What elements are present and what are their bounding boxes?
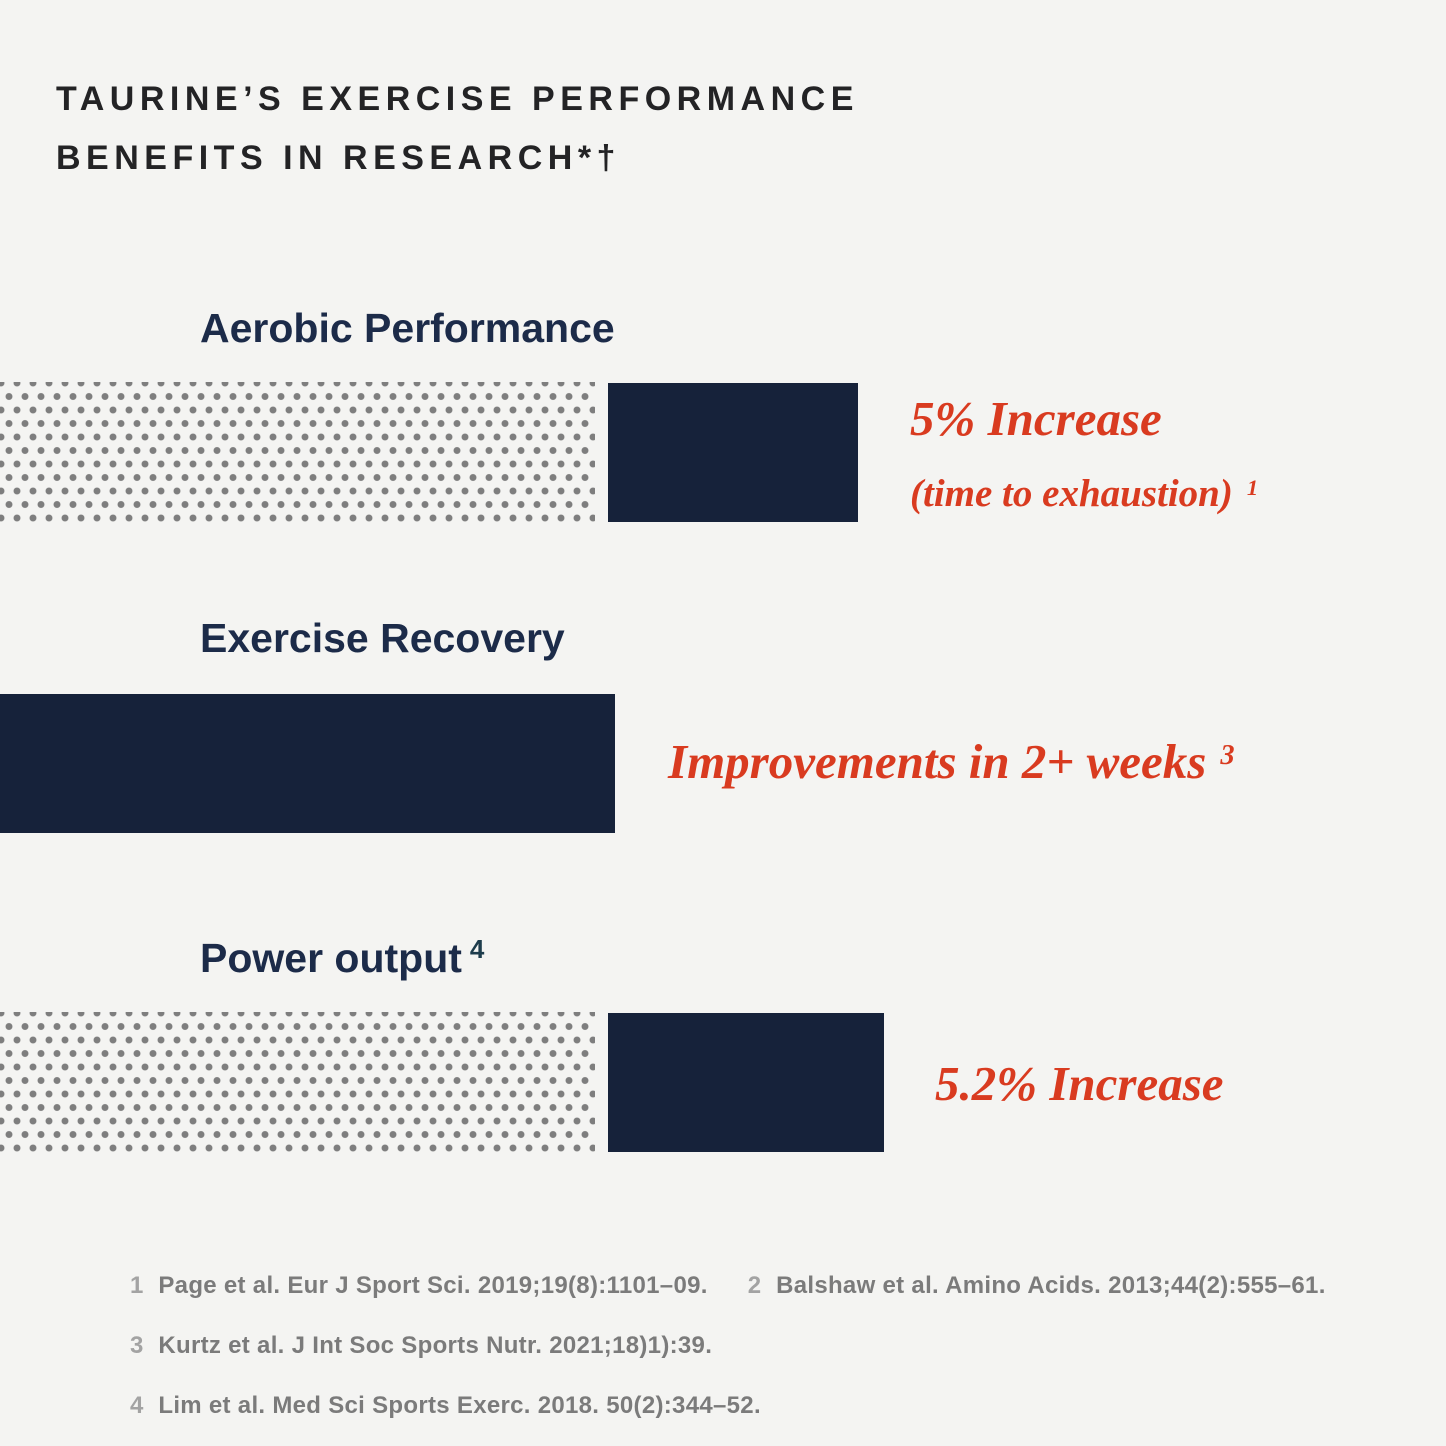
- footnotes: 1 Page et al. Eur J Sport Sci. 2019;19(8…: [130, 1274, 1326, 1446]
- section-label-exercise-recovery: Exercise Recovery: [200, 615, 565, 661]
- power-output-label-text: Power output: [200, 935, 462, 981]
- power-output-footnote-ref: 4: [469, 934, 485, 964]
- section-label-aerobic-performance: Aerobic Performance: [200, 305, 615, 351]
- page-title-line2: BENEFITS IN RESEARCH*†: [56, 139, 621, 177]
- recovery-solid-bar: [0, 694, 615, 833]
- footnote-2-text: Balshaw et al. Amino Acids. 2013;44(2):5…: [776, 1272, 1326, 1299]
- power-dotted-bar: [0, 1012, 595, 1153]
- aerobic-stat: 5% Increase (time to exhaustion) 1: [910, 390, 1258, 516]
- aerobic-stat-detail-text: (time to exhaustion): [910, 472, 1233, 515]
- footnote-line-1: 1 Page et al. Eur J Sport Sci. 2019;19(8…: [130, 1274, 1326, 1298]
- aerobic-solid-bar: [608, 383, 858, 522]
- footnote-3-text: Kurtz et al. J Int Soc Sports Nutr. 2021…: [158, 1332, 713, 1359]
- page-title-line1: TAURINE’S EXERCISE PERFORMANCE: [56, 80, 859, 118]
- recovery-stat: Improvements in 2+ weeks 3: [668, 733, 1235, 790]
- aerobic-dotted-bar: [0, 382, 595, 523]
- power-solid-bar: [608, 1013, 884, 1152]
- footnote-line-3: 4 Lim et al. Med Sci Sports Exerc. 2018.…: [130, 1394, 1326, 1418]
- footnote-2-number: 2: [747, 1272, 762, 1299]
- footnote-4-text: Lim et al. Med Sci Sports Exerc. 2018. 5…: [158, 1392, 761, 1419]
- aerobic-stat-value: 5% Increase: [910, 391, 1162, 446]
- aerobic-stat-detail: (time to exhaustion) 1: [910, 471, 1258, 516]
- footnote-3-number: 3: [130, 1332, 144, 1359]
- section-label-power-output: Power output 4: [200, 934, 485, 982]
- power-stat: 5.2% Increase: [935, 1056, 1224, 1111]
- aerobic-stat-footnote-ref: 1: [1246, 474, 1259, 500]
- recovery-stat-footnote-ref: 3: [1220, 739, 1235, 771]
- footnote-4-number: 4: [130, 1392, 144, 1419]
- footnote-1-text: Page et al. Eur J Sport Sci. 2019;19(8):…: [158, 1272, 708, 1299]
- footnote-line-2: 3 Kurtz et al. J Int Soc Sports Nutr. 20…: [130, 1334, 1326, 1358]
- recovery-stat-value: Improvements in 2+ weeks: [668, 734, 1207, 789]
- page-title: TAURINE’S EXERCISE PERFORMANCE BENEFITS I…: [56, 70, 859, 188]
- footnote-1-number: 1: [130, 1272, 144, 1299]
